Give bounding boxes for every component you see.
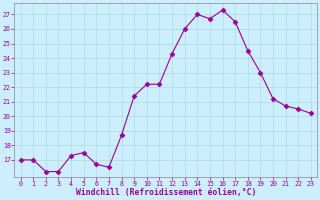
X-axis label: Windchill (Refroidissement éolien,°C): Windchill (Refroidissement éolien,°C) bbox=[76, 188, 256, 197]
